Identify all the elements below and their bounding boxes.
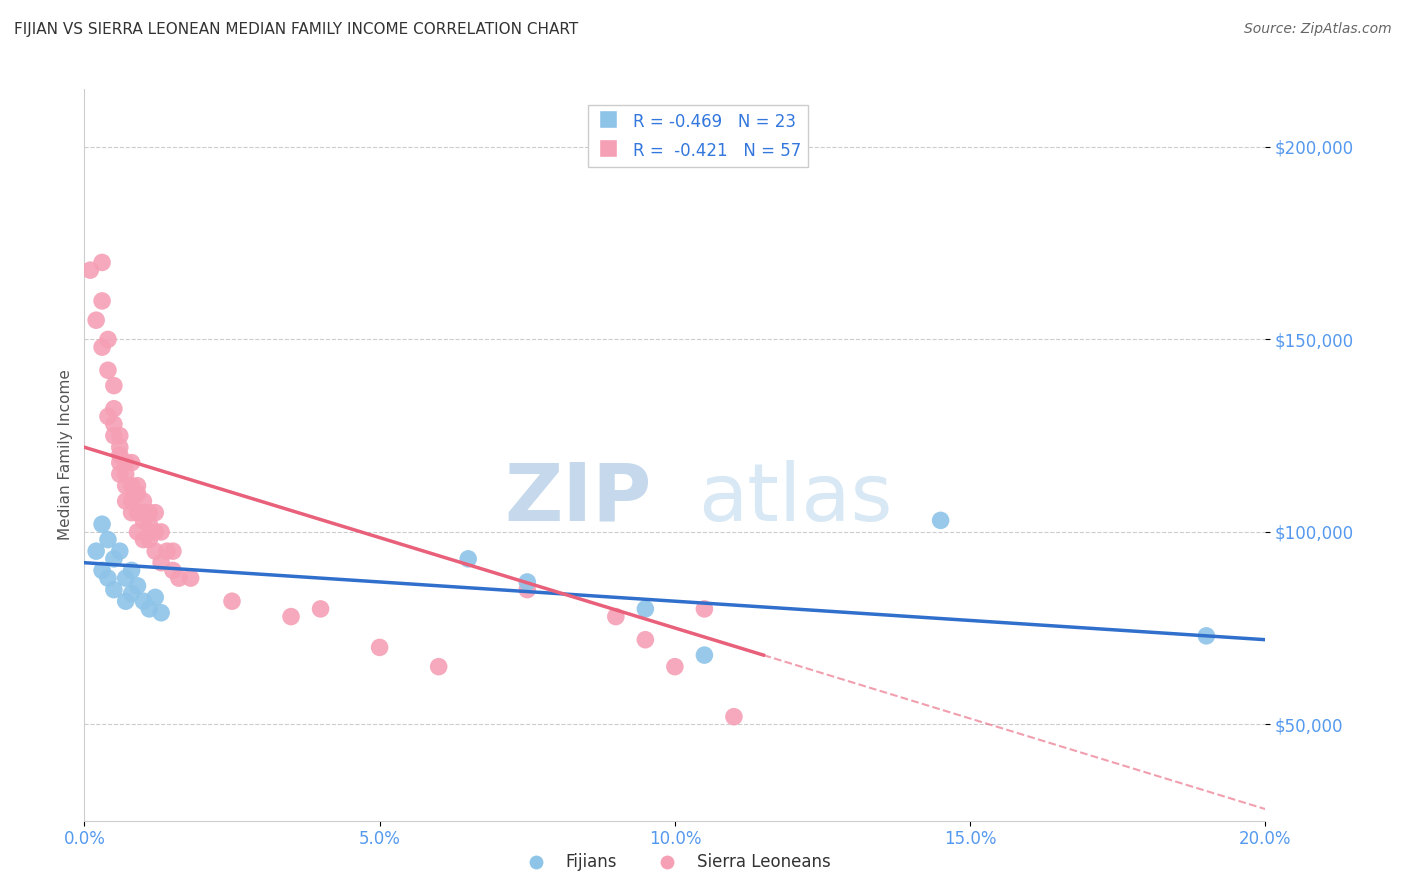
Point xyxy=(162,563,184,577)
Point xyxy=(929,513,952,527)
Legend: Fijians, Sierra Leoneans: Fijians, Sierra Leoneans xyxy=(512,847,838,878)
Point xyxy=(723,709,745,723)
Point xyxy=(121,456,143,470)
Point xyxy=(132,594,155,608)
Point xyxy=(132,533,155,547)
Point xyxy=(91,563,114,577)
Point xyxy=(103,401,125,416)
Point xyxy=(108,440,131,454)
Text: ZIP: ZIP xyxy=(503,459,651,538)
Point xyxy=(84,313,107,327)
Point xyxy=(103,552,125,566)
Point xyxy=(664,659,686,673)
Point xyxy=(150,556,173,570)
Point xyxy=(693,602,716,616)
Point xyxy=(143,506,166,520)
Point xyxy=(114,456,136,470)
Point xyxy=(79,263,101,277)
Text: Source: ZipAtlas.com: Source: ZipAtlas.com xyxy=(1244,22,1392,37)
Text: FIJIAN VS SIERRA LEONEAN MEDIAN FAMILY INCOME CORRELATION CHART: FIJIAN VS SIERRA LEONEAN MEDIAN FAMILY I… xyxy=(14,22,578,37)
Point xyxy=(138,517,160,532)
Point xyxy=(693,648,716,662)
Point xyxy=(91,255,114,269)
Point xyxy=(167,571,190,585)
Point xyxy=(132,513,155,527)
Point xyxy=(97,333,120,347)
Point xyxy=(114,479,136,493)
Point xyxy=(309,602,332,616)
Point xyxy=(132,494,155,508)
Point xyxy=(103,417,125,431)
Point xyxy=(84,544,107,558)
Point xyxy=(114,467,136,482)
Point xyxy=(132,506,155,520)
Point xyxy=(114,494,136,508)
Point xyxy=(97,363,120,377)
Point xyxy=(516,582,538,597)
Point xyxy=(634,632,657,647)
Point xyxy=(103,428,125,442)
Point xyxy=(143,524,166,539)
Point xyxy=(1195,629,1218,643)
Point xyxy=(457,552,479,566)
Point xyxy=(138,533,160,547)
Point xyxy=(634,602,657,616)
Point xyxy=(427,659,450,673)
Point xyxy=(103,582,125,597)
Y-axis label: Median Family Income: Median Family Income xyxy=(58,369,73,541)
Point xyxy=(103,378,125,392)
Text: atlas: atlas xyxy=(699,459,893,538)
Point xyxy=(91,293,114,308)
Point xyxy=(121,494,143,508)
Point xyxy=(97,409,120,424)
Point xyxy=(97,571,120,585)
Point xyxy=(368,640,391,655)
Point xyxy=(108,467,131,482)
Point xyxy=(221,594,243,608)
Point xyxy=(180,571,202,585)
Point xyxy=(108,448,131,462)
Point xyxy=(121,506,143,520)
Point xyxy=(91,517,114,532)
Point xyxy=(143,591,166,605)
Point xyxy=(121,479,143,493)
Point xyxy=(121,563,143,577)
Point xyxy=(156,544,179,558)
Point xyxy=(127,524,149,539)
Point xyxy=(150,606,173,620)
Point xyxy=(280,609,302,624)
Point xyxy=(127,506,149,520)
Point xyxy=(127,479,149,493)
Point xyxy=(162,544,184,558)
Point xyxy=(114,594,136,608)
Point xyxy=(91,340,114,354)
Point xyxy=(138,506,160,520)
Point xyxy=(108,456,131,470)
Point xyxy=(121,586,143,600)
Point xyxy=(150,524,173,539)
Point xyxy=(108,428,131,442)
Point xyxy=(108,544,131,558)
Point xyxy=(605,609,627,624)
Point xyxy=(143,544,166,558)
Point xyxy=(127,486,149,500)
Point xyxy=(516,574,538,589)
Point xyxy=(97,533,120,547)
Point xyxy=(127,579,149,593)
Point xyxy=(114,571,136,585)
Point xyxy=(138,602,160,616)
